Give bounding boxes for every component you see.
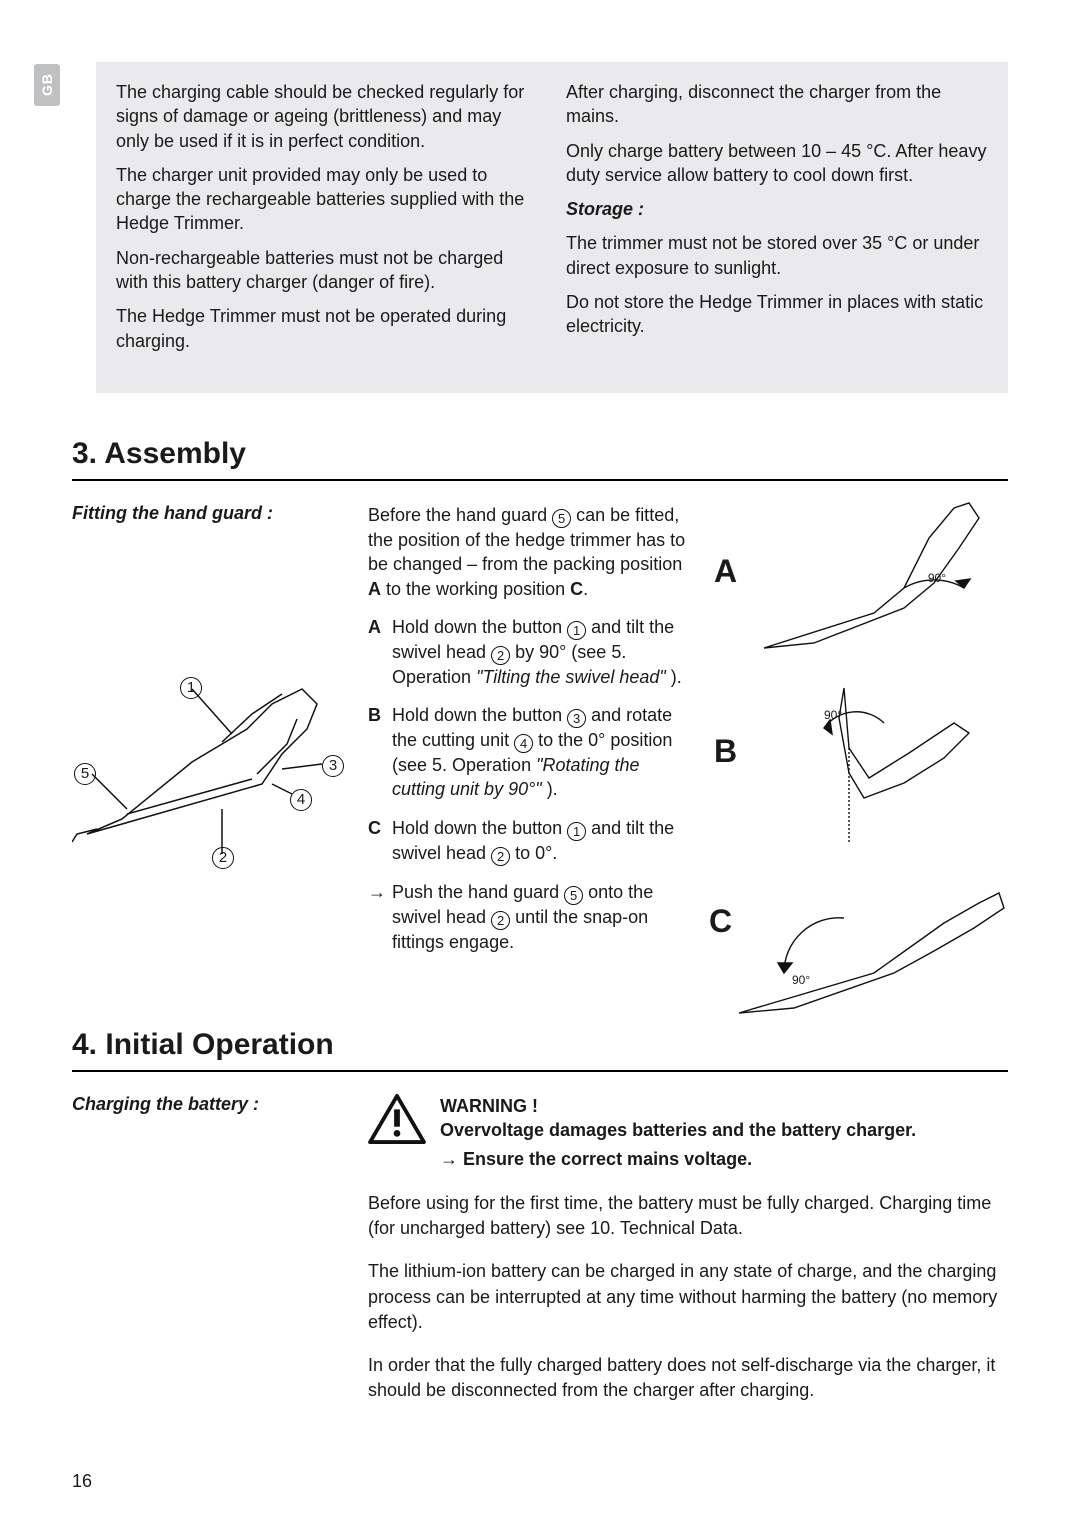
charge-p3: In order that the fully charged battery …	[368, 1353, 1008, 1403]
warning-block: WARNING ! Overvoltage damages batteries …	[368, 1094, 1008, 1171]
initial-op-rule	[72, 1070, 1008, 1072]
step-c-letter: C	[368, 816, 392, 866]
warning-arrow: → Ensure the correct mains voltage.	[440, 1147, 916, 1171]
intro-end: .	[583, 579, 588, 599]
mini-diagram-c: 90°	[734, 863, 1014, 1023]
position-diagrams: A 90° B 90° C	[714, 503, 1008, 968]
info-right-p1: After charging, disconnect the charger f…	[566, 80, 988, 129]
warning-icon	[368, 1094, 426, 1144]
charge-p2: The lithium-ion battery can be charged i…	[368, 1259, 1008, 1335]
hand-guard-diagram: 1 2 3 4 5	[72, 634, 342, 874]
info-left-col: The charging cable should be checked reg…	[116, 80, 538, 363]
info-left-p4: The Hedge Trimmer must not be operated d…	[116, 304, 538, 353]
step-b: B Hold down the button 3 and rotate the …	[368, 703, 688, 802]
arrow-icon: →	[368, 880, 392, 954]
page-number: 16	[72, 1471, 92, 1492]
deg-c: 90°	[792, 973, 810, 987]
mini-diagram-a: 90°	[754, 493, 994, 643]
diagram-svg	[72, 634, 342, 874]
charging-subheading: Charging the battery :	[72, 1094, 342, 1115]
step-push: → Push the hand guard 5 onto the swivel …	[368, 880, 688, 954]
initial-op-heading: 4. Initial Operation	[72, 1028, 1008, 1062]
intro-a: A	[368, 579, 381, 599]
step-a-letter: A	[368, 615, 392, 689]
step-push-text: Push the hand guard 5 onto the swivel he…	[392, 880, 688, 954]
step-c-text: Hold down the button 1 and tilt the swiv…	[392, 816, 688, 866]
deg-b: 90°	[824, 708, 842, 722]
info-right-col: After charging, disconnect the charger f…	[566, 80, 988, 363]
diagram-label-3: 3	[322, 752, 344, 777]
step-a-text: Hold down the button 1 and tilt the swiv…	[392, 615, 688, 689]
language-tab: GB	[34, 64, 60, 106]
step-c: C Hold down the button 1 and tilt the sw…	[368, 816, 688, 866]
diagram-label-1: 1	[180, 674, 202, 699]
assembly-heading: 3. Assembly	[72, 437, 1008, 471]
info-left-p3: Non-rechargeable batteries must not be c…	[116, 246, 538, 295]
info-right-p2: Only charge battery between 10 – 45 °C. …	[566, 139, 988, 188]
diagram-label-5: 5	[74, 760, 96, 785]
assembly-rule	[72, 479, 1008, 481]
step-b-text: Hold down the button 3 and rotate the cu…	[392, 703, 688, 802]
warning-head: WARNING !	[440, 1094, 916, 1118]
diagram-label-2: 2	[212, 844, 234, 869]
info-left-p2: The charger unit provided may only be us…	[116, 163, 538, 236]
storage-heading: Storage :	[566, 197, 988, 221]
warning-body: Overvoltage damages batteries and the ba…	[440, 1118, 916, 1142]
storage-p1: The trimmer must not be stored over 35 °…	[566, 231, 988, 280]
step-a: A Hold down the button 1 and tilt the sw…	[368, 615, 688, 689]
pos-label-a: A	[714, 553, 737, 590]
info-box: The charging cable should be checked reg…	[96, 62, 1008, 393]
step-b-letter: B	[368, 703, 392, 802]
storage-p2: Do not store the Hedge Trimmer in places…	[566, 290, 988, 339]
fitting-subheading: Fitting the hand guard :	[72, 503, 342, 524]
pos-label-c: C	[709, 903, 732, 940]
assembly-intro: Before the hand guard 5 can be fitted, t…	[368, 503, 688, 601]
pos-label-b: B	[714, 733, 737, 770]
deg-a: 90°	[928, 571, 946, 585]
diagram-label-4: 4	[290, 786, 312, 811]
intro-num: 5	[552, 509, 571, 528]
info-left-p1: The charging cable should be checked reg…	[116, 80, 538, 153]
charge-p1: Before using for the first time, the bat…	[368, 1191, 1008, 1241]
intro-c: C	[570, 579, 583, 599]
mini-diagram-b: 90°	[754, 678, 994, 848]
intro-pre: Before the hand guard	[368, 505, 552, 525]
intro-mid2: to the working position	[381, 579, 570, 599]
